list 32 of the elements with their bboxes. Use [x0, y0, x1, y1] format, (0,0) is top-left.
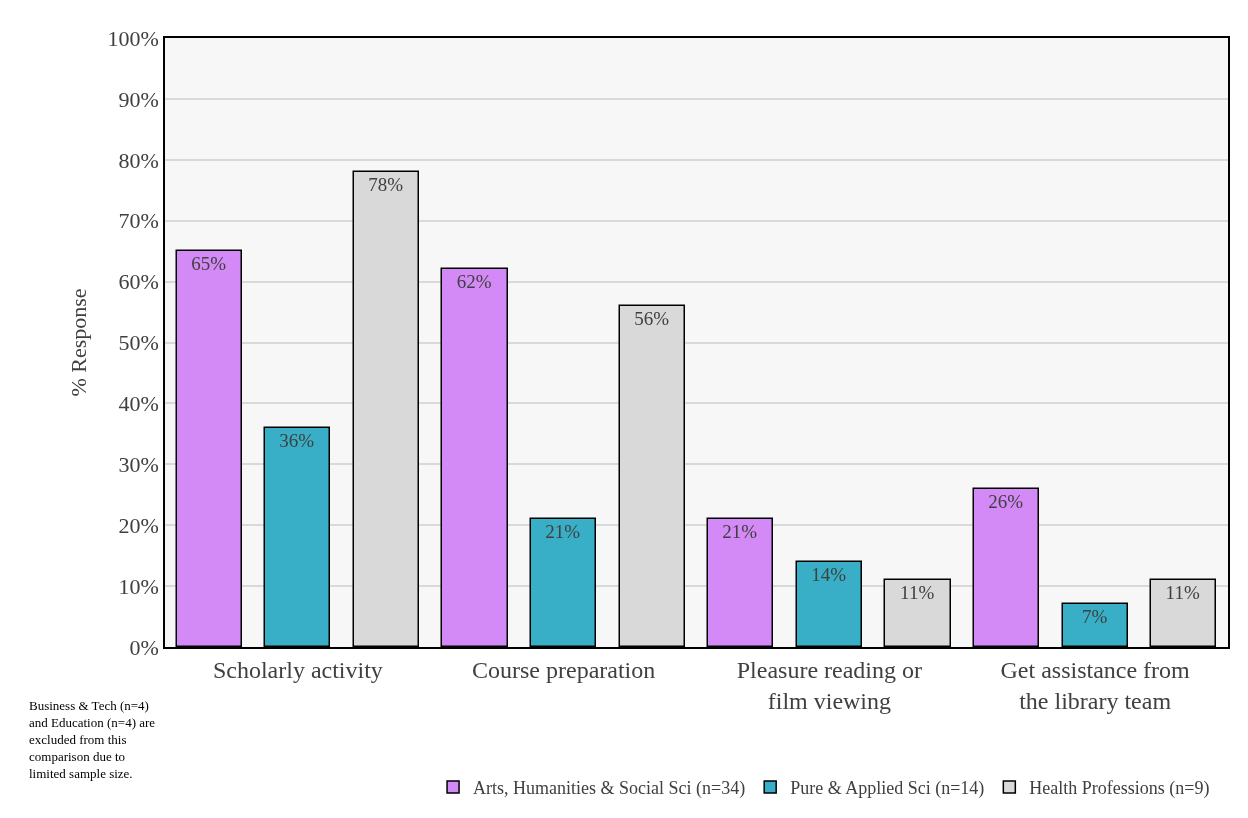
x-tick-label: Scholarly activity	[212, 656, 383, 683]
text: 7%	[1082, 606, 1108, 628]
x-tick-label: Pleasure reading or film viewing	[736, 656, 923, 714]
text: 26%	[988, 491, 1024, 513]
text: 56%	[634, 308, 670, 330]
y-tick-label: 10%	[118, 573, 159, 599]
y-tick-label: 60%	[118, 269, 159, 295]
legend-label: Pure & Applied Sci (n=14)	[790, 778, 985, 800]
text: 36%	[279, 430, 315, 452]
text: 65%	[191, 253, 227, 275]
text: 11%	[1165, 582, 1200, 604]
y-tick-label: 50%	[118, 330, 159, 356]
y-tick-label: 20%	[118, 512, 159, 538]
text: 21%	[722, 521, 758, 543]
text: Business & Tech (n=4) and Education (n=4) are excluded from this comparison due to limited sample size.	[29, 698, 156, 781]
legend-label: Arts, Humanities & Social Sci (n=34)	[473, 778, 746, 800]
text: 11%	[900, 582, 935, 604]
x-tick-label: Course preparation	[471, 656, 656, 683]
y-tick-label: 0%	[129, 634, 159, 660]
y-tick-label: 70%	[118, 208, 159, 234]
x-tick-label: Get assistance from the library team	[1000, 656, 1191, 714]
y-tick-label: 80%	[118, 147, 159, 173]
y-tick-label: 90%	[118, 86, 159, 112]
text: 78%	[368, 174, 404, 196]
y-tick-label: 30%	[118, 452, 159, 477]
y-axis-title: % Response	[65, 288, 91, 397]
y-tick-label: 40%	[118, 391, 159, 417]
legend-label: Health Professions (n=9)	[1029, 778, 1210, 800]
text: 62%	[456, 271, 492, 293]
text: 14%	[811, 564, 847, 586]
y-tick-label: 100%	[107, 25, 159, 51]
text: 21%	[545, 521, 581, 543]
